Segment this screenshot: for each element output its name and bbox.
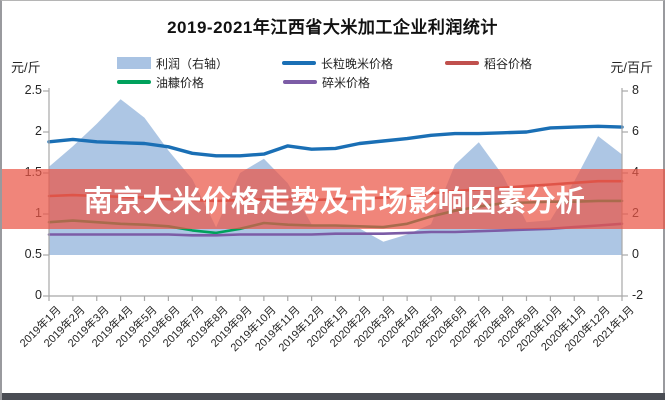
y-axis-tick-label-left: 0 xyxy=(35,288,42,302)
y-axis-tick-label-left: 2.5 xyxy=(24,83,42,97)
legend-label: 利润（右轴） xyxy=(156,56,229,71)
legend-item-broken-rice-price: 碎米价格 xyxy=(283,75,371,90)
legend-item-rice-bran-price: 油糠价格 xyxy=(117,75,205,90)
left-axis-unit-label: 元/斤 xyxy=(11,60,41,75)
paddy-line-swatch-icon xyxy=(445,61,479,65)
profit-area-swatch-icon xyxy=(117,57,151,69)
banner-overlay: 南京大米价格走势及市场影响因素分析 xyxy=(2,169,665,229)
legend-label: 长粒晚米价格 xyxy=(321,56,394,71)
legend-label: 碎米价格 xyxy=(322,75,371,90)
rice-bran-line-swatch-icon xyxy=(117,80,151,84)
series-line-长粒晚米价格 xyxy=(47,124,624,158)
right-axis-unit-label: 元/百斤 xyxy=(610,60,653,75)
legend-item-long-grain-rice-price: 长粒晚米价格 xyxy=(282,56,394,71)
y-axis-tick-label-left: 2 xyxy=(35,124,42,138)
y-axis-tick-label-right: -2 xyxy=(632,288,644,302)
legend-label: 油糠价格 xyxy=(156,75,205,90)
bottom-edge-strip xyxy=(2,393,665,400)
y-axis-tick-label-left: 0.5 xyxy=(24,247,42,261)
y-axis-tick-label-right: 8 xyxy=(632,83,639,97)
legend-item-paddy-price: 稻谷价格 xyxy=(445,56,533,71)
banner-text: 南京大米价格走势及市场影响因素分析 xyxy=(83,186,586,218)
legend-item-profit: 利润（右轴） xyxy=(117,56,229,71)
legend-label: 稻谷价格 xyxy=(484,56,533,71)
series-line-碎米价格 xyxy=(47,222,624,237)
y-axis-tick-label-right: 0 xyxy=(632,247,639,261)
chart-title: 2019-2021年江西省大米加工企业利润统计 xyxy=(167,18,498,37)
y-axis-tick-label-right: 6 xyxy=(632,124,639,138)
long-grain-rice-line-swatch-icon xyxy=(282,61,316,65)
broken-rice-line-swatch-icon xyxy=(283,80,317,84)
